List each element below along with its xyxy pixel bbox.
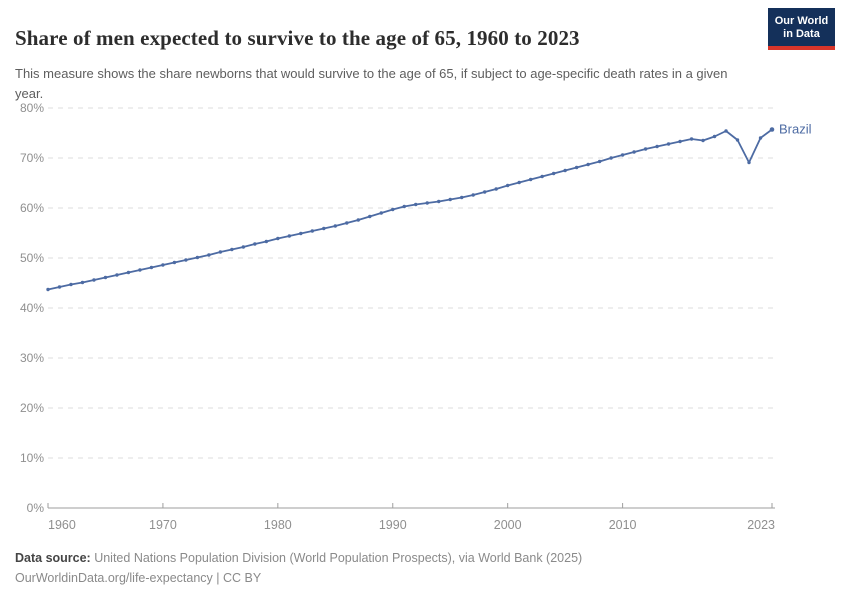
data-point[interactable] <box>69 282 73 287</box>
y-axis-label: 60% <box>20 201 44 215</box>
data-point[interactable] <box>138 268 142 272</box>
owid-logo-line1: Our World <box>774 15 829 27</box>
x-axis-label: 1990 <box>379 518 407 532</box>
y-axis-label: 30% <box>20 351 44 365</box>
data-point[interactable] <box>391 207 395 212</box>
data-point[interactable] <box>299 231 303 236</box>
license-line: OurWorldinData.org/life-expectancy | CC … <box>15 571 262 585</box>
data-point[interactable] <box>80 280 85 285</box>
data-point[interactable] <box>609 156 613 160</box>
data-point[interactable] <box>276 236 280 241</box>
y-axis-label: 40% <box>20 301 44 315</box>
data-point[interactable] <box>747 160 751 165</box>
data-point[interactable] <box>264 239 269 244</box>
data-point[interactable] <box>643 147 648 151</box>
chart-subtitle: This measure shows the share newborns th… <box>15 66 728 101</box>
data-point[interactable] <box>184 258 188 262</box>
series-line[interactable] <box>47 128 773 291</box>
data-point[interactable] <box>368 214 372 219</box>
data-point[interactable] <box>597 159 602 164</box>
data-point[interactable] <box>632 150 636 154</box>
series-entity-label[interactable]: Brazil <box>779 122 812 137</box>
data-point[interactable] <box>460 195 464 200</box>
data-point[interactable] <box>379 211 383 215</box>
y-axis-label: 70% <box>20 151 44 165</box>
data-point[interactable] <box>689 137 694 141</box>
data-point[interactable] <box>735 138 740 142</box>
data-point[interactable] <box>678 139 682 144</box>
x-axis-label: 2000 <box>494 518 522 532</box>
data-point[interactable] <box>437 199 441 204</box>
data-point[interactable] <box>701 138 705 143</box>
x-axis-label: 1960 <box>48 518 76 532</box>
data-point[interactable] <box>563 168 567 173</box>
y-axis-label: 10% <box>20 451 44 465</box>
y-axis-label: 0% <box>27 501 45 515</box>
data-point[interactable] <box>207 253 211 257</box>
data-point[interactable] <box>540 174 544 179</box>
data-point[interactable] <box>517 180 521 185</box>
data-point[interactable] <box>92 278 96 282</box>
data-point[interactable] <box>769 127 775 132</box>
data-point[interactable] <box>126 270 131 275</box>
data-point[interactable] <box>103 275 108 280</box>
data-point[interactable] <box>724 129 728 133</box>
data-point[interactable] <box>253 242 257 246</box>
data-point[interactable] <box>482 190 487 194</box>
data-point[interactable] <box>46 287 50 292</box>
data-point[interactable] <box>655 144 659 149</box>
data-point[interactable] <box>230 247 234 252</box>
data-point[interactable] <box>402 204 406 209</box>
data-point[interactable] <box>57 285 62 289</box>
y-axis-label: 80% <box>20 101 44 115</box>
data-point[interactable] <box>356 218 360 222</box>
x-axis-label: 2010 <box>609 518 637 532</box>
data-point[interactable] <box>414 202 418 207</box>
data-point[interactable] <box>310 229 315 233</box>
data-point[interactable] <box>666 142 671 146</box>
data-point[interactable] <box>115 273 119 277</box>
data-point[interactable] <box>172 260 177 265</box>
x-axis-label: 1970 <box>149 518 177 532</box>
y-axis-label: 50% <box>20 251 44 265</box>
data-point[interactable] <box>586 162 590 167</box>
data-point[interactable] <box>712 134 717 139</box>
data-point[interactable] <box>758 136 763 140</box>
data-source-label: Data source: <box>15 551 91 565</box>
y-axis-label: 20% <box>20 401 44 415</box>
data-point[interactable] <box>333 224 338 228</box>
data-point[interactable] <box>528 177 533 182</box>
data-point[interactable] <box>505 183 510 188</box>
data-source-line: Data source: United Nations Population D… <box>15 551 582 566</box>
data-point[interactable] <box>218 250 223 254</box>
data-point[interactable] <box>241 245 246 249</box>
data-point[interactable] <box>322 226 326 231</box>
data-point[interactable] <box>161 263 165 267</box>
owid-logo[interactable]: Our World in Data <box>768 8 835 50</box>
data-point[interactable] <box>574 165 579 170</box>
data-source-text: United Nations Population Division (Worl… <box>90 551 583 565</box>
data-point[interactable] <box>471 193 475 197</box>
data-point[interactable] <box>287 234 292 238</box>
data-point[interactable] <box>620 153 625 157</box>
owid-logo-line2: in Data <box>783 28 820 40</box>
data-point[interactable] <box>425 201 429 205</box>
x-axis-label: 1980 <box>264 518 292 532</box>
data-point[interactable] <box>149 265 154 270</box>
data-point[interactable] <box>448 197 452 202</box>
data-point[interactable] <box>551 171 556 176</box>
page-title: Share of men expected to survive to the … <box>15 26 580 51</box>
data-point[interactable] <box>195 255 200 260</box>
x-axis-label: 2023 <box>747 518 775 532</box>
data-point[interactable] <box>345 221 349 225</box>
data-point[interactable] <box>494 187 498 191</box>
